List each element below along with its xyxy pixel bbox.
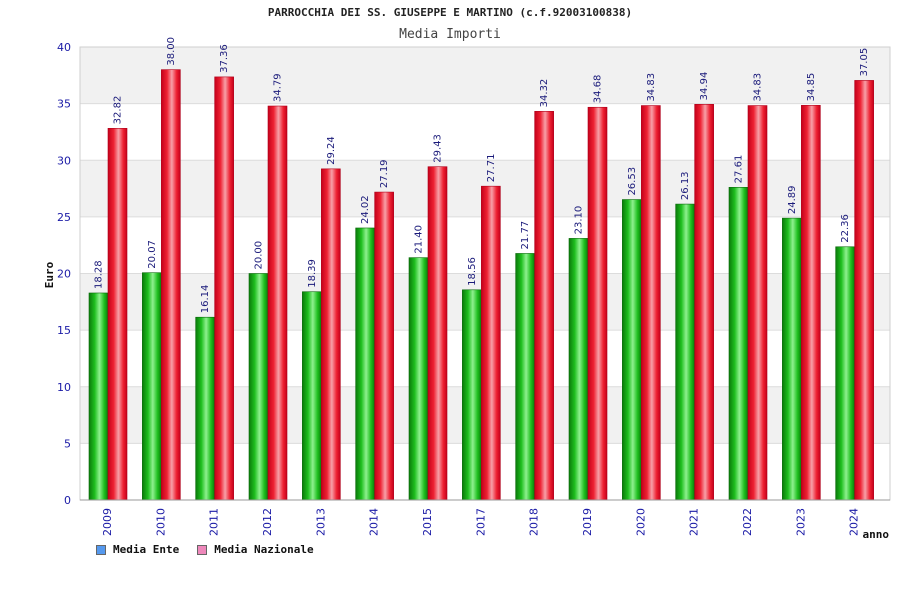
y-tick-label: 15 (57, 324, 71, 337)
bar-media-nazionale (321, 168, 341, 501)
bar-media-nazionale (534, 111, 554, 501)
x-tick-label: 2017 (474, 508, 487, 536)
data-label: 20.00 (254, 241, 265, 270)
data-label: 23.10 (574, 206, 585, 235)
x-tick-label: 2009 (101, 508, 114, 536)
y-tick-label: 20 (57, 268, 71, 281)
x-tick-label: 2013 (314, 508, 327, 536)
legend-swatch-nazionale (197, 544, 208, 555)
data-label: 38.00 (166, 37, 177, 66)
bar-media-ente (835, 246, 855, 501)
bar-media-ente (515, 253, 535, 501)
bar-media-nazionale (107, 128, 128, 501)
bar-media-ente (248, 273, 269, 501)
x-tick-label: 2022 (741, 508, 754, 536)
data-label: 34.68 (593, 75, 604, 104)
y-tick-label: 35 (57, 98, 71, 111)
legend: Media Ente Media Nazionale (96, 543, 314, 556)
data-label: 24.02 (360, 195, 371, 224)
data-label: 37.05 (859, 48, 870, 77)
bar-media-nazionale (161, 69, 181, 501)
data-label: 34.85 (806, 73, 817, 102)
data-label: 26.53 (627, 167, 638, 196)
x-tick-label: 2024 (848, 508, 861, 536)
chart-title: PARROCCHIA DEI SS. GIUSEPPE E MARTINO (c… (268, 6, 632, 19)
data-label: 26.13 (680, 171, 691, 200)
x-tick-label: 2015 (421, 508, 434, 536)
legend-item-media-ente: Media Ente (96, 543, 179, 556)
x-tick-label: 2018 (528, 508, 541, 536)
y-tick-label: 10 (57, 381, 71, 394)
bar-media-nazionale (694, 104, 714, 501)
data-label: 18.28 (94, 260, 105, 289)
data-label: 21.40 (414, 225, 425, 254)
bar-media-ente (675, 203, 695, 501)
bar-media-nazionale (481, 185, 501, 501)
y-axis-label: Euro (43, 261, 56, 288)
data-label: 34.32 (539, 79, 550, 108)
bar-media-nazionale (854, 80, 874, 501)
bar-media-nazionale (267, 105, 288, 501)
data-label: 34.94 (699, 72, 710, 101)
bar-media-nazionale (747, 105, 768, 501)
data-label: 27.71 (486, 154, 497, 183)
bar-media-ente (462, 289, 482, 501)
data-label: 27.19 (379, 159, 390, 188)
bar-media-ente (88, 292, 109, 501)
legend-swatch-ente (96, 544, 106, 555)
x-tick-label: 2023 (794, 508, 807, 536)
bar-media-nazionale (641, 105, 661, 501)
x-tick-label: 2011 (208, 508, 221, 536)
bar-media-ente (142, 272, 162, 501)
x-tick-label: 2021 (688, 508, 701, 536)
y-tick-label: 40 (57, 41, 71, 54)
bar-media-ente (355, 227, 375, 501)
x-tick-label: 2012 (261, 508, 274, 536)
legend-item-media-nazionale: Media Nazionale (197, 543, 314, 556)
data-label: 34.83 (753, 73, 764, 102)
bar-media-ente (408, 257, 429, 501)
x-tick-label: 2014 (368, 508, 381, 536)
legend-label-ente: Media Ente (113, 543, 180, 556)
bar-media-ente (622, 199, 642, 501)
data-label: 29.24 (326, 136, 337, 165)
bar-media-ente (195, 316, 215, 501)
data-label: 34.83 (646, 73, 657, 102)
y-tick-label: 30 (57, 154, 71, 167)
data-label: 32.82 (113, 96, 124, 125)
y-tick-label: 5 (64, 437, 71, 450)
bar-media-ente (302, 291, 322, 501)
bar-media-ente (568, 238, 589, 501)
data-label: 29.43 (433, 134, 444, 163)
bar-media-nazionale (587, 106, 608, 501)
x-tick-label: 2020 (634, 508, 647, 536)
data-label: 34.79 (273, 73, 284, 102)
bar-media-nazionale (801, 105, 821, 501)
data-label: 20.07 (147, 240, 158, 269)
data-label: 22.36 (840, 214, 851, 243)
y-tick-label: 0 (64, 494, 71, 507)
bar-media-nazionale (214, 76, 234, 501)
x-axis-label: anno (863, 528, 890, 541)
data-label: 37.36 (219, 44, 230, 73)
data-label: 27.61 (734, 155, 745, 184)
bar-media-nazionale (427, 166, 448, 501)
data-label: 18.39 (307, 259, 318, 288)
data-label: 24.89 (787, 185, 798, 214)
bar-media-ente (782, 217, 802, 501)
bar-media-nazionale (374, 191, 394, 501)
chart-subtitle: Media Importi (399, 27, 501, 42)
y-tick-label: 25 (57, 211, 71, 224)
data-label: 18.56 (467, 257, 478, 286)
x-tick-label: 2019 (581, 508, 594, 536)
data-label: 21.77 (520, 221, 531, 250)
legend-label-nazionale: Media Nazionale (214, 543, 314, 556)
bar-media-ente (728, 187, 749, 501)
data-label: 16.14 (200, 285, 211, 314)
plot-band (80, 47, 890, 104)
x-tick-label: 2010 (154, 508, 167, 536)
